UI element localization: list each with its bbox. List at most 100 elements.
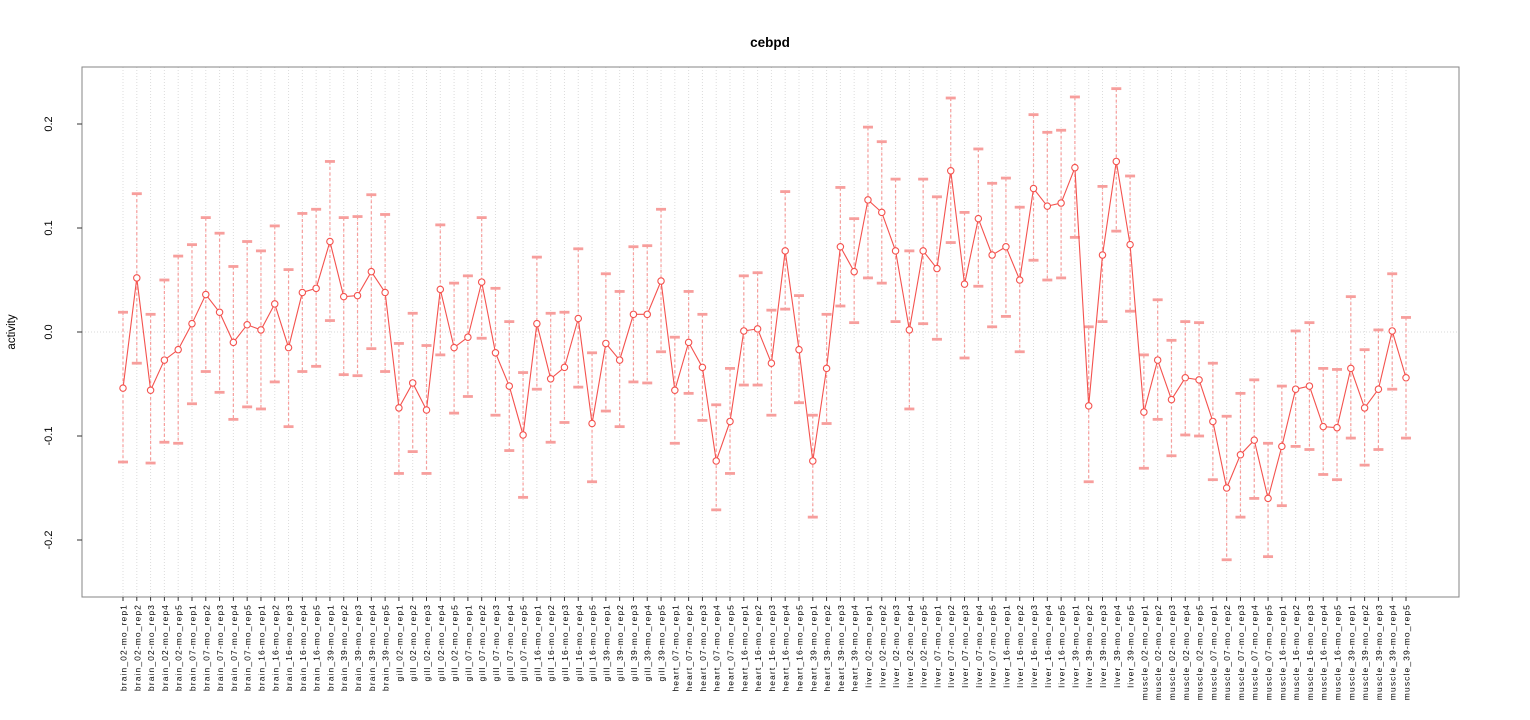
data-point bbox=[1002, 242, 1010, 251]
x-tick-label: liver_39-mo_rep3 bbox=[1098, 604, 1108, 688]
x-tick-label: liver_16-mo_rep1 bbox=[1001, 604, 1011, 688]
data-point bbox=[1278, 442, 1286, 451]
x-tick-label: heart_16-mo_rep2 bbox=[753, 604, 763, 692]
data-point bbox=[1084, 402, 1093, 410]
x-tick-label: brain_07-mo_rep2 bbox=[201, 604, 211, 691]
x-tick-label: brain_07-mo_rep1 bbox=[187, 604, 197, 691]
y-tick-label: 0.2 bbox=[43, 116, 55, 131]
data-point bbox=[684, 338, 693, 347]
data-point bbox=[767, 359, 776, 367]
data-point bbox=[698, 363, 707, 372]
data-point bbox=[174, 345, 182, 354]
data-point bbox=[809, 457, 817, 465]
data-point bbox=[229, 338, 238, 347]
data-point bbox=[1236, 450, 1245, 459]
x-tick-label: brain_16-mo_rep3 bbox=[284, 604, 294, 691]
x-tick-label: gill_39-mo_rep2 bbox=[615, 604, 625, 681]
data-point bbox=[864, 196, 872, 204]
x-tick-label: muscle_07-mo_rep5 bbox=[1264, 604, 1274, 700]
y-axis-title: activity bbox=[6, 314, 18, 349]
x-tick-label: gill_07-mo_rep1 bbox=[463, 604, 473, 681]
x-tick-label: liver_07-mo_rep3 bbox=[960, 604, 970, 688]
data-point bbox=[795, 345, 803, 354]
data-point bbox=[588, 419, 596, 428]
data-point bbox=[326, 237, 334, 246]
data-point bbox=[436, 285, 445, 294]
data-point bbox=[353, 291, 362, 300]
y-tick-label: 0.1 bbox=[43, 220, 55, 235]
x-tick-label: gill_39-mo_rep4 bbox=[643, 604, 653, 681]
data-point bbox=[836, 242, 845, 251]
data-point bbox=[367, 267, 376, 276]
data-point bbox=[381, 288, 389, 297]
x-tick-label: liver_07-mo_rep2 bbox=[946, 604, 956, 688]
x-tick-label: brain_07-mo_rep5 bbox=[243, 604, 253, 691]
x-tick-label: liver_16-mo_rep2 bbox=[1015, 604, 1025, 688]
x-tick-label: brain_16-mo_rep1 bbox=[256, 604, 266, 691]
data-point bbox=[1402, 374, 1410, 382]
x-tick-label: brain_07-mo_rep4 bbox=[229, 604, 239, 691]
data-point bbox=[298, 288, 307, 297]
data-point bbox=[312, 284, 320, 293]
data-point bbox=[119, 384, 127, 392]
data-point bbox=[505, 382, 514, 390]
x-tick-label: muscle_16-mo_rep5 bbox=[1333, 604, 1343, 700]
data-point bbox=[533, 319, 541, 328]
x-tick-label: heart_16-mo_rep3 bbox=[767, 604, 777, 692]
x-tick-label: muscle_07-mo_rep4 bbox=[1250, 604, 1260, 700]
data-point bbox=[671, 386, 679, 394]
x-axis-ticks bbox=[122, 597, 1407, 601]
data-point bbox=[1071, 163, 1079, 172]
x-tick-label: brain_02-mo_rep2 bbox=[132, 604, 142, 691]
data-point bbox=[988, 251, 996, 259]
x-tick-label: brain_02-mo_rep4 bbox=[160, 604, 170, 691]
data-point bbox=[1153, 356, 1162, 364]
series-line bbox=[122, 161, 1407, 499]
data-point bbox=[1360, 404, 1369, 412]
x-tick-label: gill_02-mo_rep2 bbox=[408, 604, 418, 681]
data-point bbox=[422, 406, 431, 414]
data-points bbox=[119, 157, 1410, 503]
x-tick-label: gill_39-mo_rep5 bbox=[657, 604, 667, 681]
x-tick-label: brain_02-mo_rep1 bbox=[119, 604, 129, 691]
data-point bbox=[1305, 382, 1314, 390]
x-tick-label: gill_16-mo_rep2 bbox=[546, 604, 556, 681]
x-tick-label: liver_07-mo_rep4 bbox=[974, 604, 984, 688]
x-tick-label: muscle_16-mo_rep4 bbox=[1319, 604, 1329, 700]
x-tick-label: liver_16-mo_rep3 bbox=[1029, 604, 1039, 688]
x-tick-label: muscle_02-mo_rep4 bbox=[1181, 604, 1191, 700]
x-tick-label: muscle_02-mo_rep2 bbox=[1153, 604, 1163, 700]
x-tick-label: gill_39-mo_rep3 bbox=[629, 604, 639, 681]
x-tick-label: brain_16-mo_rep4 bbox=[298, 604, 308, 691]
x-tick-label: muscle_02-mo_rep5 bbox=[1195, 604, 1205, 700]
data-point bbox=[1374, 385, 1383, 393]
x-tick-label: liver_02-mo_rep2 bbox=[877, 604, 887, 688]
y-axis-ticks bbox=[77, 123, 82, 541]
data-point bbox=[1098, 251, 1107, 259]
x-tick-label: muscle_39-mo_rep1 bbox=[1346, 604, 1356, 700]
x-tick-label: heart_16-mo_rep5 bbox=[794, 604, 804, 692]
x-tick-label: brain_02-mo_rep3 bbox=[146, 604, 156, 691]
x-tick-label: muscle_16-mo_rep3 bbox=[1305, 604, 1315, 700]
data-point bbox=[933, 264, 941, 273]
x-tick-label: brain_39-mo_rep1 bbox=[325, 604, 335, 691]
x-tick-label: muscle_02-mo_rep1 bbox=[1139, 604, 1149, 700]
x-tick-label: muscle_39-mo_rep2 bbox=[1360, 604, 1370, 700]
data-point bbox=[519, 431, 527, 439]
x-tick-label: liver_39-mo_rep2 bbox=[1084, 604, 1094, 688]
data-point bbox=[822, 364, 831, 373]
data-point bbox=[850, 267, 858, 276]
data-point bbox=[946, 167, 955, 175]
data-point bbox=[1222, 484, 1231, 492]
x-tick-label: liver_39-mo_rep5 bbox=[1126, 604, 1136, 688]
x-tick-label: muscle_39-mo_rep5 bbox=[1402, 604, 1412, 700]
data-point bbox=[712, 457, 720, 465]
data-point bbox=[1015, 276, 1024, 284]
data-point bbox=[477, 278, 486, 286]
x-tick-label: muscle_07-mo_rep2 bbox=[1222, 604, 1232, 700]
data-point bbox=[257, 326, 265, 334]
data-point bbox=[1195, 376, 1203, 384]
data-point bbox=[753, 325, 762, 333]
x-tick-label: liver_07-mo_rep1 bbox=[932, 604, 942, 688]
